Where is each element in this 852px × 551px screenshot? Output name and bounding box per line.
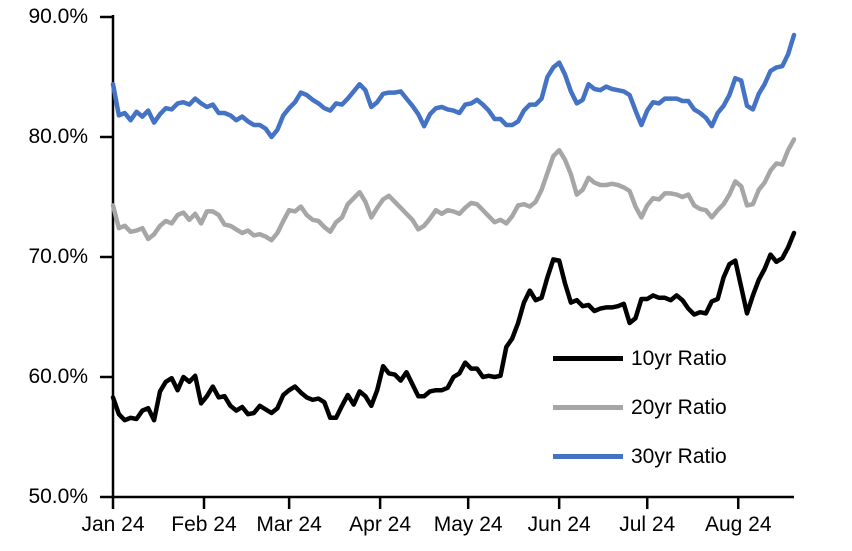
legend-label-10yr: 10yr Ratio — [631, 346, 727, 370]
x-tick-label: Feb 24 — [171, 513, 237, 536]
series-line-20yr-ratio — [110, 137, 797, 243]
x-tick-label: May 24 — [433, 513, 503, 536]
legend-label-20yr: 20yr Ratio — [631, 395, 727, 419]
x-tick-label: Mar 24 — [256, 513, 322, 536]
y-tick-label: 70.0% — [28, 245, 88, 268]
legend-line-swatch-10yr — [553, 356, 623, 361]
legend-row-20yr: 20yr Ratio — [553, 383, 727, 432]
x-tick-label: Apr 24 — [349, 513, 412, 536]
x-tick-label: Jun 24 — [527, 513, 591, 536]
legend-row-10yr: 10yr Ratio — [553, 334, 727, 383]
chart-legend: 10yr Ratio 20yr Ratio 30yr Ratio — [553, 334, 727, 481]
series-line-10yr-ratio — [110, 230, 797, 423]
x-tick-label: Jul 24 — [619, 513, 676, 536]
y-tick-label: 50.0% — [28, 485, 88, 508]
legend-line-swatch-20yr — [553, 405, 623, 410]
x-tick-label: Jan 24 — [81, 513, 145, 536]
legend-row-30yr: 30yr Ratio — [553, 432, 727, 481]
legend-label-30yr: 30yr Ratio — [631, 444, 727, 468]
y-tick-label: 80.0% — [28, 125, 88, 148]
x-tick-label: Aug 24 — [704, 513, 772, 536]
y-tick-label: 90.0% — [28, 5, 88, 28]
legend-line-swatch-30yr — [553, 454, 623, 459]
series-line-30yr-ratio — [110, 32, 797, 140]
y-tick-label: 60.0% — [28, 365, 88, 388]
